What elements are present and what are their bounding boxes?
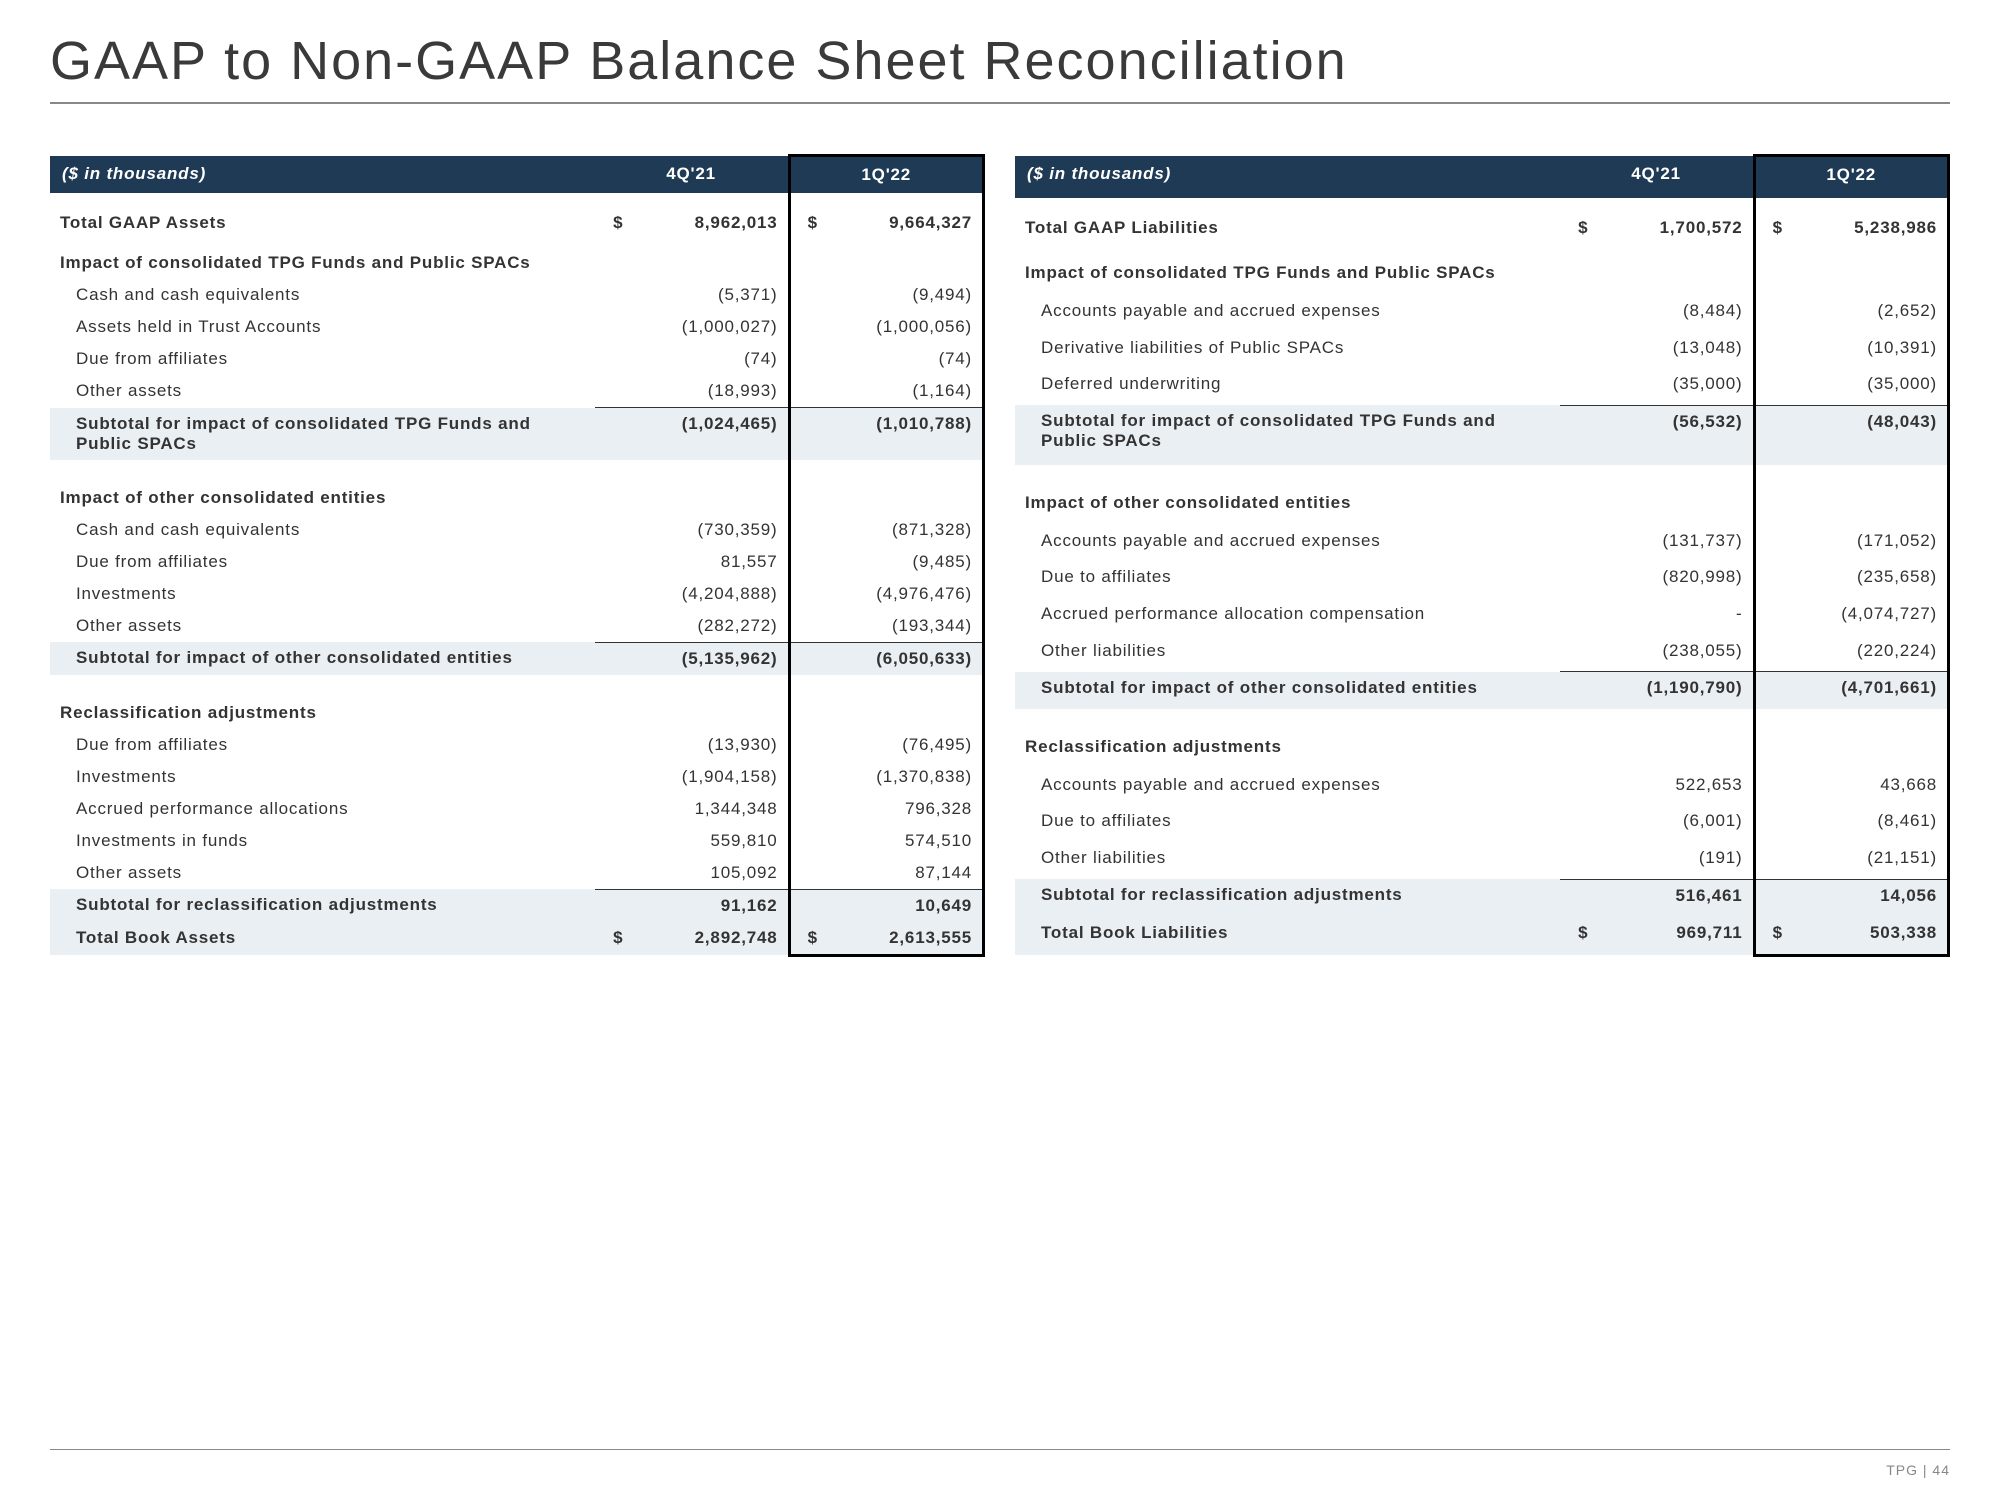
table-row: Other assets105,09287,144 <box>50 857 984 890</box>
table-row: Accounts payable and accrued expenses(13… <box>1015 525 1949 562</box>
table-row: Investments(1,904,158)(1,370,838) <box>50 761 984 793</box>
table-header-row: ($ in thousands) 4Q'21 1Q'22 <box>50 156 984 194</box>
table-row: Due from affiliates(13,930)(76,495) <box>50 729 984 761</box>
subtotal-row: Subtotal for impact of other consolidate… <box>50 642 984 675</box>
table-row: Other assets(282,272)(193,344) <box>50 610 984 643</box>
footer-page-number: TPG | 44 <box>1886 1462 1950 1478</box>
table-row: Due to affiliates(6,001)(8,461) <box>1015 805 1949 842</box>
table-row: Investments in funds559,810574,510 <box>50 825 984 857</box>
table-row: Due to affiliates(820,998)(235,658) <box>1015 561 1949 598</box>
subtotal-row: Subtotal for impact of consolidated TPG … <box>50 408 984 460</box>
total-row: Total Book Assets$2,892,748$2,613,555 <box>50 922 984 956</box>
table-row: Accrued performance allocations1,344,348… <box>50 793 984 825</box>
section-header: Reclassification adjustments <box>50 689 984 729</box>
period-4q21: 4Q'21 <box>595 156 789 194</box>
unit-label: ($ in thousands) <box>1015 156 1560 199</box>
section-header: Impact of consolidated TPG Funds and Pub… <box>1015 249 1949 295</box>
table-header-row: ($ in thousands) 4Q'21 1Q'22 <box>1015 156 1949 199</box>
section-header: Impact of other consolidated entities <box>1015 479 1949 525</box>
table-row: Cash and cash equivalents(730,359)(871,3… <box>50 514 984 546</box>
unit-label: ($ in thousands) <box>50 156 595 194</box>
table-row: Assets held in Trust Accounts(1,000,027)… <box>50 311 984 343</box>
section-header: Reclassification adjustments <box>1015 723 1949 769</box>
table-row: Due from affiliates81,557(9,485) <box>50 546 984 578</box>
page-title: GAAP to Non-GAAP Balance Sheet Reconcili… <box>50 30 1950 92</box>
table-row: Accounts payable and accrued expenses(8,… <box>1015 295 1949 332</box>
table-row: Other liabilities(238,055)(220,224) <box>1015 635 1949 672</box>
subtotal-row: Subtotal for reclassification adjustment… <box>50 889 984 922</box>
total-row: Total Book Liabilities$969,711$503,338 <box>1015 917 1949 956</box>
table-row: Cash and cash equivalents(5,371)(9,494) <box>50 279 984 311</box>
table-row: Due from affiliates(74)(74) <box>50 343 984 375</box>
table-row: Other assets(18,993)(1,164) <box>50 375 984 408</box>
period-1q22: 1Q'22 <box>1754 156 1949 199</box>
table-row: Other liabilities(191)(21,151) <box>1015 842 1949 879</box>
title-rule <box>50 102 1950 104</box>
table-row: Investments(4,204,888)(4,976,476) <box>50 578 984 610</box>
table-row: Accrued performance allocation compensat… <box>1015 598 1949 635</box>
table-row: Accounts payable and accrued expenses522… <box>1015 769 1949 806</box>
table-row: Derivative liabilities of Public SPACs(1… <box>1015 332 1949 369</box>
period-4q21: 4Q'21 <box>1560 156 1754 199</box>
liabilities-table: ($ in thousands) 4Q'21 1Q'22 Total GAAP … <box>1015 154 1950 957</box>
section-header: Impact of consolidated TPG Funds and Pub… <box>50 239 984 279</box>
table-row: Deferred underwriting(35,000)(35,000) <box>1015 368 1949 405</box>
period-1q22: 1Q'22 <box>789 156 984 194</box>
subtotal-row: Subtotal for impact of other consolidate… <box>1015 672 1949 709</box>
footer-rule <box>50 1449 1950 1450</box>
subtotal-row: Subtotal for impact of consolidated TPG … <box>1015 405 1949 465</box>
tables-container: ($ in thousands) 4Q'21 1Q'22 Total GAAP … <box>50 154 1950 957</box>
table-row: Total GAAP Assets $8,962,013 $9,664,327 <box>50 207 984 239</box>
subtotal-row: Subtotal for reclassification adjustment… <box>1015 879 1949 916</box>
assets-table: ($ in thousands) 4Q'21 1Q'22 Total GAAP … <box>50 154 985 957</box>
section-header: Impact of other consolidated entities <box>50 474 984 514</box>
table-row: Total GAAP Liabilities $1,700,572 $5,238… <box>1015 212 1949 249</box>
